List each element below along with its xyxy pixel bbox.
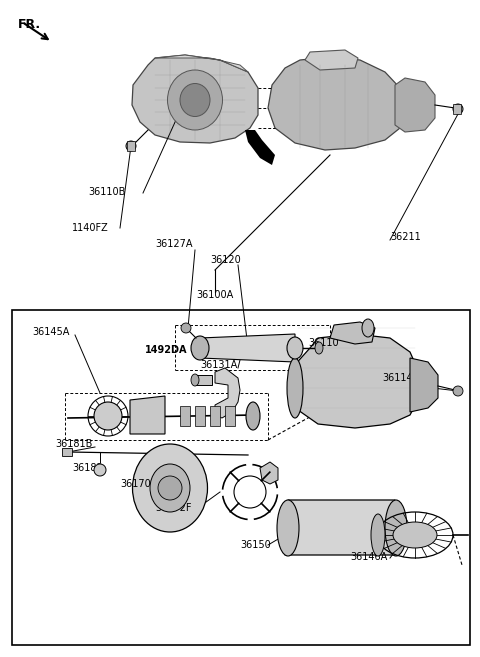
Ellipse shape	[150, 464, 190, 512]
Text: 36211: 36211	[390, 232, 421, 242]
Polygon shape	[225, 406, 235, 426]
Ellipse shape	[371, 514, 385, 556]
Polygon shape	[268, 57, 405, 150]
Circle shape	[181, 323, 191, 333]
Text: 36172F: 36172F	[155, 503, 192, 513]
Circle shape	[126, 141, 136, 151]
Text: 36120: 36120	[210, 255, 241, 265]
Polygon shape	[245, 130, 275, 165]
Polygon shape	[155, 55, 248, 72]
Ellipse shape	[277, 500, 299, 556]
Polygon shape	[330, 322, 375, 344]
Ellipse shape	[287, 358, 303, 418]
Polygon shape	[305, 50, 358, 70]
Text: 36100A: 36100A	[196, 290, 234, 300]
Polygon shape	[453, 104, 461, 114]
Polygon shape	[200, 334, 295, 362]
Polygon shape	[180, 406, 190, 426]
Ellipse shape	[246, 402, 260, 430]
Text: 1492DA: 1492DA	[145, 345, 188, 355]
Text: 1140FZ: 1140FZ	[72, 223, 109, 233]
Circle shape	[94, 464, 106, 476]
Text: 36114E: 36114E	[382, 373, 419, 383]
Ellipse shape	[168, 70, 223, 130]
Text: 36110: 36110	[308, 338, 338, 348]
Polygon shape	[130, 396, 165, 434]
Circle shape	[158, 476, 182, 500]
Text: 36181B: 36181B	[55, 439, 92, 449]
Ellipse shape	[180, 83, 210, 116]
Circle shape	[453, 104, 463, 114]
Polygon shape	[290, 334, 418, 428]
Ellipse shape	[385, 500, 407, 556]
Polygon shape	[132, 55, 258, 143]
Ellipse shape	[191, 336, 209, 360]
Text: 36127A: 36127A	[155, 239, 192, 249]
Ellipse shape	[132, 444, 207, 532]
Polygon shape	[195, 375, 212, 385]
Bar	[12, 310, 470, 645]
Polygon shape	[210, 406, 220, 426]
Polygon shape	[395, 78, 435, 132]
Ellipse shape	[362, 319, 374, 337]
Text: 36170: 36170	[120, 479, 151, 489]
Polygon shape	[410, 358, 438, 412]
Text: 36150: 36150	[240, 540, 271, 550]
Text: 36145A: 36145A	[32, 327, 70, 337]
Ellipse shape	[191, 374, 199, 386]
Polygon shape	[260, 462, 278, 484]
Polygon shape	[215, 368, 240, 418]
Text: 36183: 36183	[72, 463, 103, 473]
Circle shape	[453, 386, 463, 396]
Text: 36146A: 36146A	[350, 552, 387, 562]
Ellipse shape	[287, 337, 303, 359]
Text: FR.: FR.	[18, 18, 41, 31]
Polygon shape	[285, 500, 398, 555]
Text: 36110B: 36110B	[88, 187, 125, 197]
Ellipse shape	[393, 522, 437, 548]
Polygon shape	[195, 406, 205, 426]
Polygon shape	[62, 448, 72, 456]
Ellipse shape	[315, 342, 323, 354]
Circle shape	[94, 402, 122, 430]
Text: 36131A: 36131A	[200, 360, 237, 370]
Polygon shape	[127, 141, 135, 151]
